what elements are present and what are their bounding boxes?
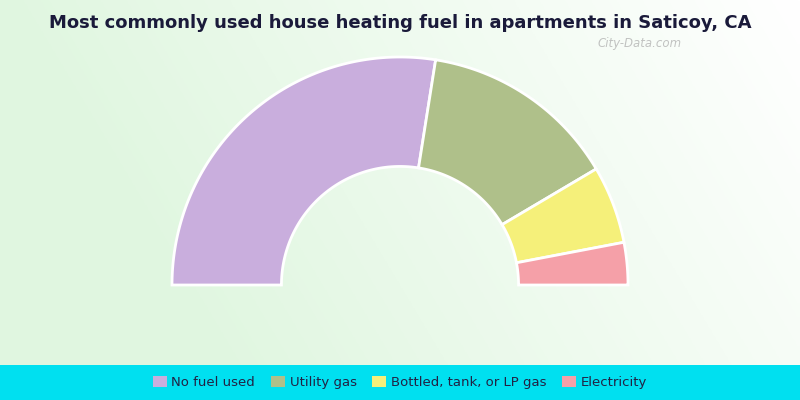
Legend: No fuel used, Utility gas, Bottled, tank, or LP gas, Electricity: No fuel used, Utility gas, Bottled, tank…	[153, 376, 647, 389]
Polygon shape	[172, 57, 436, 285]
Polygon shape	[418, 60, 596, 225]
Text: City-Data.com: City-Data.com	[598, 37, 682, 50]
Polygon shape	[502, 169, 624, 263]
Text: Most commonly used house heating fuel in apartments in Saticoy, CA: Most commonly used house heating fuel in…	[49, 14, 751, 32]
Polygon shape	[517, 242, 628, 285]
